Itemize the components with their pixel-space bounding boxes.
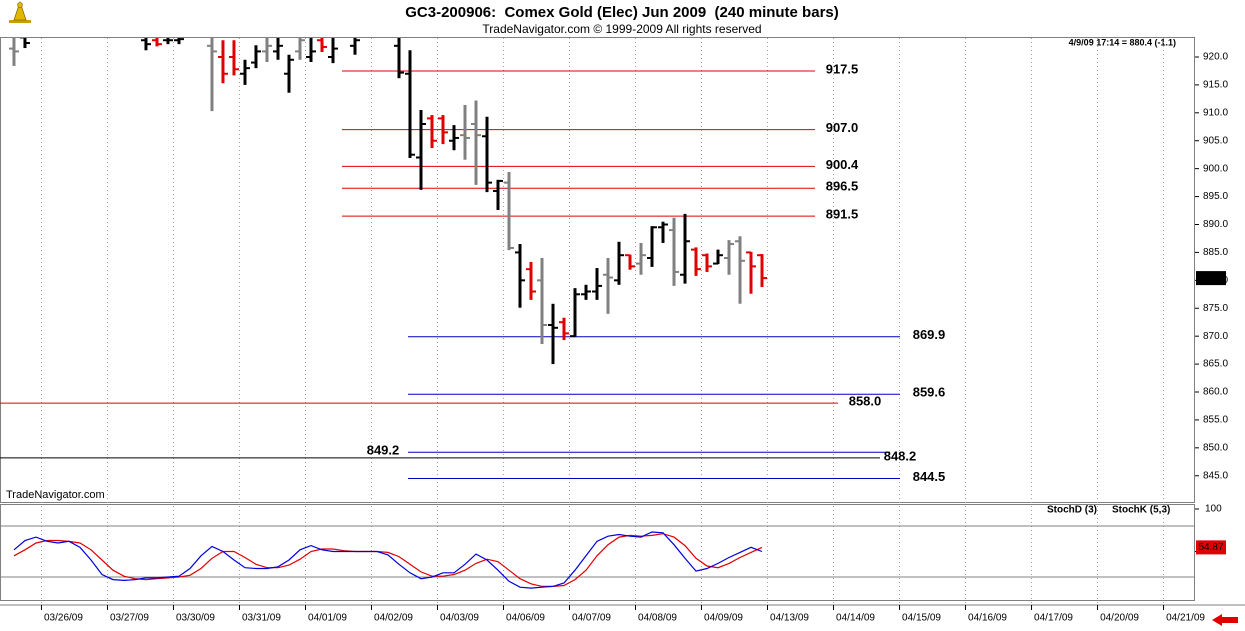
level-label: 869.9 [913, 327, 946, 342]
watermark: TradeNavigator.com [6, 489, 105, 501]
y-tick-label: 875.0 [1203, 303, 1228, 314]
level-label: 891.5 [826, 207, 859, 222]
x-tick-label: 04/14/09 [836, 613, 875, 624]
level-label: 896.5 [826, 179, 859, 194]
y-tick-label: 100 [1205, 504, 1222, 515]
quote: 4/9/09 17:14 = 880.4 (-1.1) [1069, 37, 1176, 47]
x-tick-label: 04/06/09 [506, 613, 545, 624]
y-tick-label: 890.0 [1203, 219, 1228, 230]
stoch-frame [0, 504, 1195, 601]
x-tick-label: 04/21/09 [1166, 613, 1205, 624]
y-tick-label: 865.0 [1203, 359, 1228, 370]
x-tick-label: 03/27/09 [110, 613, 149, 624]
logo [9, 0, 31, 23]
last-price-label: 880.4 [1198, 273, 1223, 284]
price-panel [0, 38, 900, 480]
main-frame [0, 37, 1195, 503]
x-tick-label: 04/17/09 [1034, 613, 1073, 624]
y-tick-label: 910.0 [1203, 107, 1228, 118]
x-tick-label: 03/30/09 [176, 613, 215, 624]
x-tick-label: 04/03/09 [440, 613, 479, 624]
x-tick-label: 04/07/09 [572, 613, 611, 624]
level-label: 844.5 [913, 469, 946, 484]
level-label: 917.5 [826, 61, 859, 76]
stoch-panel [0, 525, 1195, 589]
last-value-label: 54.87 [1198, 542, 1223, 553]
x-tick-label: 04/08/09 [638, 613, 677, 624]
scroll-arrow[interactable] [1212, 614, 1238, 626]
level-label: 848.2 [884, 448, 917, 463]
x-tick-label: 04/02/09 [374, 613, 413, 624]
legend-entry: StochK (5,3) [1112, 505, 1170, 516]
axes: 845.0850.0855.0860.0865.0870.0875.0880.0… [40, 52, 1228, 624]
x-tick-label: 03/26/09 [44, 613, 83, 624]
last-price-box [1196, 271, 1226, 286]
x-tick-label: 04/09/09 [704, 613, 743, 624]
last-value-box [1196, 540, 1226, 555]
chart-subtitle: TradeNavigator.com © 1999-2009 All right… [482, 22, 761, 36]
chart-title: GC3-200906: Comex Gold (Elec) Jun 2009 (… [405, 4, 839, 21]
y-tick-label: 850.0 [1203, 442, 1228, 453]
y-tick-label: 915.0 [1203, 80, 1228, 91]
x-tick-label: 04/15/09 [902, 613, 941, 624]
level-label: 907.0 [826, 120, 859, 135]
x-tick-label: 04/20/09 [1100, 613, 1139, 624]
level-label: 859.6 [913, 385, 946, 400]
y-tick-label: 900.0 [1203, 163, 1228, 174]
grid [40, 38, 1165, 605]
y-tick-label: 895.0 [1203, 191, 1228, 202]
y-tick-label: 845.0 [1203, 470, 1228, 481]
x-tick-label: 04/01/09 [308, 613, 347, 624]
x-tick-label: 04/16/09 [968, 613, 1007, 624]
x-tick-label: 04/13/09 [770, 613, 809, 624]
y-tick-label: 920.0 [1203, 52, 1228, 63]
y-tick-label: 855.0 [1203, 415, 1228, 426]
level-label: 849.2 [367, 443, 400, 458]
y-tick-label: 870.0 [1203, 331, 1228, 342]
stoch-line [13, 531, 763, 589]
level-label: 858.0 [849, 394, 882, 409]
y-tick-label: 860.0 [1203, 387, 1228, 398]
y-tick-label: 905.0 [1203, 135, 1228, 146]
level-label: 900.4 [826, 157, 859, 172]
y-tick-label: 885.0 [1203, 247, 1228, 258]
x-tick-label: 03/31/09 [242, 613, 281, 624]
legend-entry: StochD (3) [1047, 505, 1097, 516]
